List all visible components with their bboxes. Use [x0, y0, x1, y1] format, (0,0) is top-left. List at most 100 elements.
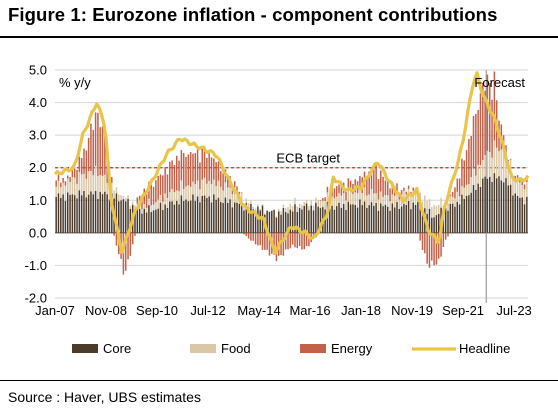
energy-bar [389, 188, 391, 202]
food-bar [106, 182, 108, 195]
food-bar [275, 216, 278, 218]
energy-bar [444, 232, 447, 240]
energy-bar [55, 180, 57, 187]
core-bar [55, 196, 57, 233]
core-bar [461, 194, 463, 233]
core-bar [363, 201, 366, 233]
food-bar [194, 184, 197, 201]
energy-bar [472, 115, 475, 169]
energy-bar [159, 174, 162, 195]
core-bar [305, 203, 308, 233]
energy-bar [266, 232, 268, 250]
core-bar [247, 207, 250, 233]
core-bar [303, 205, 306, 233]
core-bar [192, 194, 194, 233]
energy-bar [449, 194, 452, 196]
food-bar [414, 193, 417, 205]
energy-bar [463, 160, 465, 188]
core-bar [421, 211, 424, 233]
core-bar [189, 200, 192, 233]
food-bar [85, 178, 88, 198]
energy-bar [173, 165, 176, 193]
energy-bar [162, 175, 164, 202]
core-bar [412, 202, 414, 233]
energy-bar [380, 170, 382, 192]
energy-bar [213, 158, 215, 180]
food-bar [250, 200, 252, 204]
legend-swatch-energy [300, 344, 326, 353]
energy-bar [83, 148, 85, 174]
food-bar [352, 193, 354, 205]
core-bar [386, 206, 389, 233]
food-bar [512, 178, 514, 196]
energy-bar [324, 197, 326, 202]
core-bar [159, 202, 162, 233]
energy-bar [424, 232, 426, 254]
food-bar [127, 195, 129, 199]
chart-title: Figure 1: Eurozone inflation - component… [8, 4, 498, 25]
energy-bar [192, 153, 194, 182]
energy-bar [521, 179, 523, 186]
energy-bar [296, 232, 299, 249]
core-bar [92, 194, 95, 233]
core-bar [308, 210, 310, 233]
core-bar [444, 208, 447, 233]
food-bar [361, 193, 363, 206]
food-bar [259, 208, 261, 211]
food-bar [192, 181, 194, 195]
energy-bar [101, 126, 104, 176]
food-bar [428, 199, 431, 209]
energy-bar [326, 186, 329, 193]
core-bar [516, 195, 519, 233]
energy-bar [509, 158, 512, 160]
core-bar [282, 207, 285, 233]
food-bar [326, 192, 329, 202]
food-bar [203, 177, 206, 196]
core-bar [465, 195, 468, 233]
food-bar [449, 195, 452, 204]
energy-bar [454, 187, 456, 199]
energy-bar [437, 232, 440, 259]
core-bar [284, 212, 287, 233]
energy-bar [291, 232, 294, 245]
legend-swatch-food [190, 344, 216, 353]
food-bar [294, 197, 296, 205]
energy-bar [370, 168, 373, 190]
food-bar [101, 175, 104, 195]
y-tick-label: -1.0 [25, 258, 47, 273]
energy-bar [305, 232, 308, 247]
energy-bar [73, 168, 76, 178]
core-bar [182, 200, 185, 233]
food-bar [296, 206, 299, 212]
food-bar [76, 183, 78, 199]
core-bar [361, 205, 363, 233]
core-bar [206, 197, 208, 233]
core-bar [347, 201, 350, 233]
core-bar [178, 204, 180, 233]
food-bar [516, 178, 519, 196]
x-tick-label: Nov-19 [391, 303, 433, 318]
food-bar [382, 196, 384, 207]
core-bar [407, 200, 410, 233]
core-bar [85, 197, 88, 233]
core-bar [277, 211, 280, 233]
core-bar [69, 194, 71, 233]
energy-bar [433, 232, 435, 266]
x-tick-label: Nov-08 [85, 303, 127, 318]
core-bar [502, 182, 505, 233]
food-bar [73, 177, 76, 196]
core-bar [391, 203, 394, 233]
energy-bar [486, 74, 489, 151]
energy-bar [169, 161, 171, 193]
food-bar [80, 174, 83, 196]
energy-bar [208, 150, 210, 181]
energy-bar [308, 232, 310, 247]
food-bar [426, 201, 428, 214]
core-bar [250, 203, 252, 233]
energy-bar [199, 162, 201, 190]
food-bar [257, 204, 259, 207]
core-bar [417, 201, 419, 233]
energy-bar [338, 184, 340, 194]
energy-bar [366, 178, 368, 196]
core-bar [345, 209, 347, 233]
